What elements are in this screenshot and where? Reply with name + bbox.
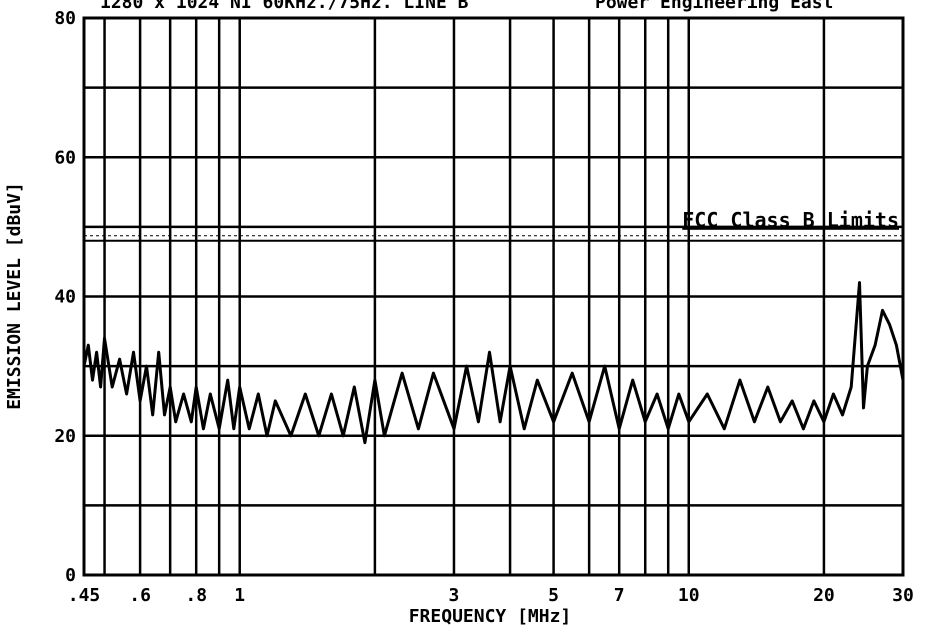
- y-axis-label: EMISSION LEVEL [dBuV]: [4, 182, 25, 410]
- x-tick-label: 20: [813, 585, 835, 606]
- y-tick-label: 40: [54, 287, 76, 308]
- x-tick-label: .6: [129, 585, 151, 606]
- x-tick-label: 10: [678, 585, 700, 606]
- y-tick-label: 20: [54, 426, 76, 447]
- x-tick-label: 1: [234, 585, 245, 606]
- x-tick-label: 5: [548, 585, 559, 606]
- chart-subtitle: Power Engineering East: [595, 0, 833, 13]
- plot-frame: [82, 16, 905, 577]
- x-tick-label: 30: [892, 585, 914, 606]
- limit-label: FCC Class B Limits: [682, 208, 899, 232]
- x-tick-label: .8: [185, 585, 207, 606]
- emission-trace: [82, 281, 905, 445]
- y-tick-label: 60: [54, 147, 76, 168]
- chart-title: 1280 x 1024 NI 60KHz./75Hz. LINE B: [100, 0, 469, 13]
- y-tick-label: 80: [54, 8, 76, 29]
- x-axis-label: FREQUENCY [MHz]: [409, 606, 572, 627]
- x-tick-label: 3: [449, 585, 460, 606]
- x-tick-label: 7: [614, 585, 625, 606]
- x-tick-label: .45: [68, 585, 101, 606]
- y-tick-label: 0: [65, 565, 76, 586]
